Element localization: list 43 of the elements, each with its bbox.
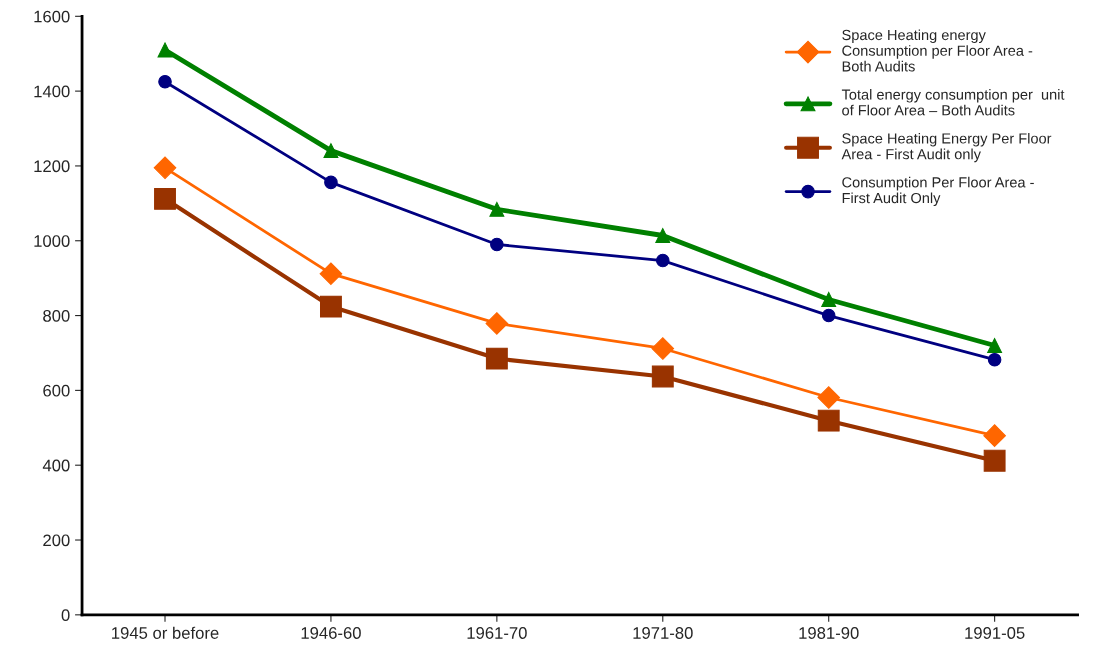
point (651, 365, 674, 388)
y-tick-label: 1600 (34, 10, 70, 23)
point (320, 295, 342, 318)
point (324, 175, 338, 190)
point (485, 312, 509, 335)
point (987, 352, 1002, 367)
legend-label: Space Heating Energy Per Floor Area - First Audit only (841, 132, 1052, 163)
point (154, 187, 176, 210)
y-tick-label: 1200 (34, 160, 70, 173)
point (153, 156, 177, 180)
point (158, 74, 172, 89)
point (655, 228, 671, 243)
y-tick-label: 600 (43, 384, 70, 397)
y-tick-label: 1400 (34, 85, 70, 98)
point (157, 42, 173, 58)
point (656, 253, 670, 268)
point (319, 262, 343, 285)
point (983, 424, 1006, 447)
x-tick-label: 1961-70 (467, 627, 527, 639)
point (651, 337, 675, 360)
point (490, 237, 504, 252)
point (987, 338, 1003, 353)
y-tick-label: 800 (43, 309, 70, 322)
legend-label: Space Heating energy Consumption per Floor Area - Both Audits (842, 29, 1033, 72)
x-tick-label: 1971-80 (633, 627, 693, 639)
point (817, 386, 841, 409)
legend-label: Total energy consumption per unit of Floor Area – Both Audits (841, 89, 1065, 116)
y-tick-label: 400 (42, 459, 70, 472)
y-tick-label: 1000 (34, 235, 70, 247)
x-tick-label: 1981-90 (799, 627, 859, 639)
point (821, 292, 837, 307)
x-tick-label: 1945 or before (112, 626, 219, 639)
point (817, 409, 840, 432)
x-tick-label: 1946-60 (301, 627, 361, 639)
point (485, 347, 508, 370)
point (489, 201, 505, 217)
y-tick-label: 0 (61, 609, 70, 622)
point (983, 449, 1006, 472)
point (821, 308, 836, 323)
y-tick-label: 200 (43, 534, 70, 547)
legend-label: Consumption Per Floor Area - First Audit Only (842, 176, 1034, 207)
x-tick-label: 1991-05 (965, 627, 1025, 639)
point (323, 143, 339, 159)
